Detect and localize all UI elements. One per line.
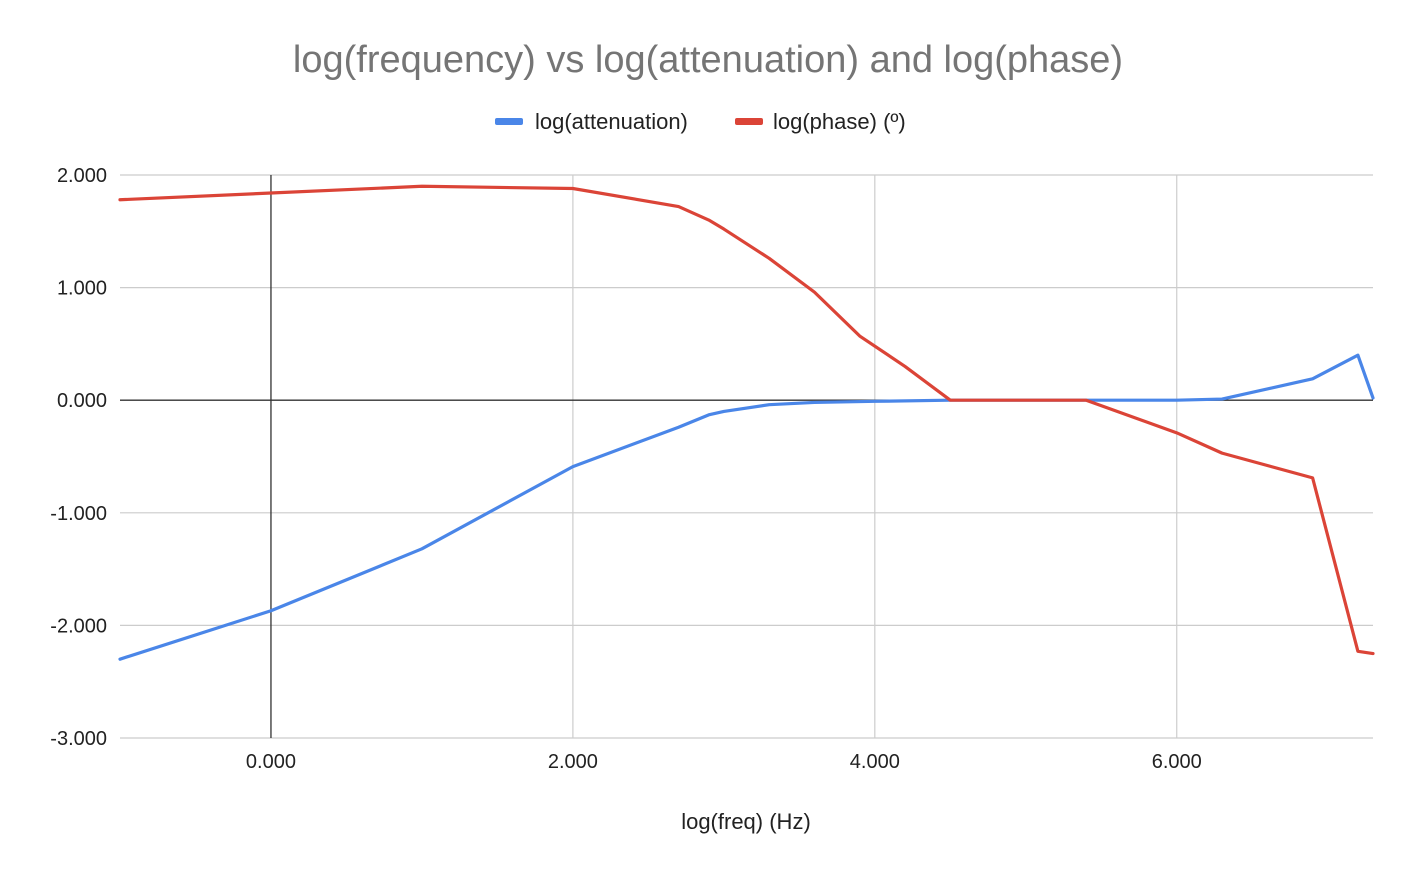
- y-tick-label: 0.000: [57, 390, 107, 412]
- legend-label-attenuation: log(attenuation): [535, 109, 688, 134]
- legend: log(attenuation) log(phase) (º): [495, 109, 906, 134]
- x-tick-label: 0.000: [246, 751, 296, 773]
- y-tick-label: -3.000: [50, 728, 107, 750]
- y-tick-label: -2.000: [50, 615, 107, 637]
- legend-swatch-attenuation: [495, 118, 523, 125]
- x-tick-label: 2.000: [548, 751, 598, 773]
- x-tick-label: 4.000: [850, 751, 900, 773]
- chart-title: log(frequency) vs log(attenuation) and l…: [293, 39, 1123, 81]
- legend-label-phase: log(phase) (º): [773, 109, 906, 134]
- tick-labels: 2.000 1.000 0.000 -1.000 -2.000 -3.000 0.000 2.…: [50, 165, 1201, 773]
- x-axis-title: log(freq) (Hz): [681, 809, 811, 834]
- x-tick-label: 6.000: [1152, 751, 1202, 773]
- legend-swatch-phase: [735, 118, 763, 125]
- series-line-phase: [118, 184, 1375, 656]
- series-lines: [118, 184, 1375, 661]
- y-tick-label: -1.000: [50, 503, 107, 525]
- axes: [120, 175, 1373, 738]
- grid: [120, 174, 1373, 739]
- y-tick-label: 2.000: [57, 165, 107, 187]
- y-tick-label: 1.000: [57, 278, 107, 300]
- series-line-attenuation: [118, 353, 1375, 661]
